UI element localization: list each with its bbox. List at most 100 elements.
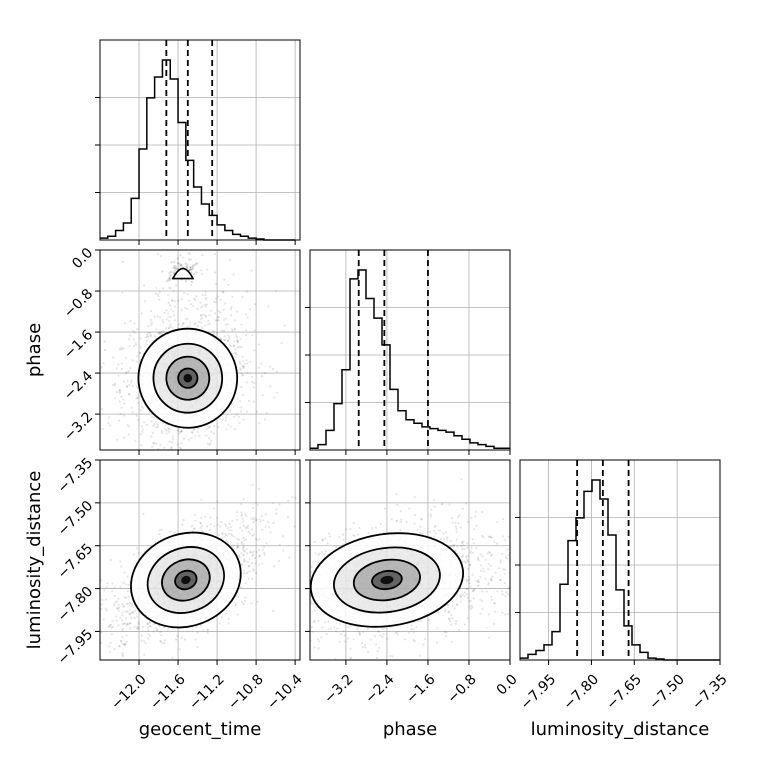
sample-point <box>137 626 140 629</box>
sample-point <box>111 620 114 623</box>
sample-point <box>238 421 241 425</box>
sample-point <box>168 277 171 280</box>
sample-point <box>502 567 505 571</box>
sample-point <box>150 420 153 423</box>
sample-point <box>153 423 156 426</box>
sample-point <box>229 409 232 412</box>
sample-point <box>165 429 168 432</box>
sample-point <box>446 603 449 606</box>
sample-point <box>469 599 472 602</box>
sample-point <box>123 402 126 405</box>
sample-point <box>237 538 240 541</box>
sample-point <box>134 343 138 346</box>
sample-point <box>461 540 464 543</box>
sample-point <box>220 338 223 341</box>
sample-point <box>129 608 132 611</box>
sample-point <box>126 575 129 578</box>
sample-point <box>127 433 130 436</box>
sample-point <box>207 319 210 323</box>
sample-point <box>469 549 472 553</box>
sample-point <box>459 593 462 597</box>
contour-line <box>177 367 199 389</box>
sample-point <box>238 555 241 559</box>
sample-point <box>349 527 352 531</box>
sample-point <box>225 539 228 542</box>
sample-point <box>117 603 120 607</box>
sample-point <box>410 624 413 627</box>
sample-point <box>328 535 331 538</box>
sample-point <box>120 565 123 568</box>
sample-point <box>321 626 324 629</box>
sample-point <box>248 557 251 560</box>
sample-point <box>452 544 455 547</box>
sample-point <box>172 271 175 274</box>
sample-point <box>371 527 374 530</box>
sample-point <box>196 307 199 311</box>
sample-point <box>142 284 146 287</box>
sample-point <box>313 609 317 612</box>
sample-point <box>115 619 118 622</box>
sample-point <box>127 583 130 586</box>
sample-point <box>205 268 209 271</box>
sample-point <box>202 313 205 316</box>
sample-point <box>258 555 261 558</box>
sample-point <box>193 513 196 516</box>
sample-point <box>487 535 491 538</box>
sample-point <box>243 558 246 561</box>
sample-point <box>142 421 146 424</box>
sample-point <box>241 365 244 368</box>
sample-point <box>158 332 161 335</box>
sample-point <box>231 295 234 298</box>
sample-point <box>213 300 216 303</box>
sample-point <box>463 547 466 550</box>
sample-point <box>236 613 239 616</box>
sample-point <box>466 542 469 545</box>
sample-point <box>241 554 245 557</box>
sample-point <box>326 542 329 545</box>
sample-point <box>220 520 223 524</box>
contour-line <box>165 355 211 401</box>
sample-point <box>149 319 153 322</box>
sample-point <box>507 592 510 595</box>
sample-point <box>193 297 196 300</box>
sample-point <box>209 516 212 519</box>
sample-point <box>272 521 275 524</box>
sample-point <box>241 547 244 551</box>
sample-point <box>474 510 478 514</box>
sample-point <box>374 526 377 529</box>
sample-point <box>246 561 250 564</box>
sample-point <box>154 426 158 429</box>
sample-point <box>172 314 176 317</box>
sample-point <box>242 539 246 542</box>
sample-point <box>145 343 148 346</box>
sample-point <box>352 521 355 525</box>
sample-point <box>336 627 339 630</box>
sample-point <box>159 640 163 643</box>
sample-point <box>286 515 290 519</box>
sample-point <box>200 321 203 324</box>
sample-point <box>229 314 233 317</box>
sample-point <box>194 262 198 266</box>
sample-point <box>118 389 122 392</box>
sample-point <box>149 625 152 628</box>
sample-point <box>161 642 164 645</box>
sample-point <box>252 533 256 536</box>
sample-point <box>147 629 150 632</box>
sample-point <box>239 362 242 365</box>
sample-point <box>117 363 120 366</box>
sample-point <box>159 443 162 446</box>
sample-point <box>485 590 489 593</box>
sample-point <box>121 611 124 614</box>
sample-point <box>252 553 255 557</box>
sample-point <box>479 575 482 579</box>
sample-point <box>310 625 314 629</box>
sample-point <box>147 331 150 335</box>
sample-point <box>109 641 112 644</box>
sample-point <box>168 286 171 289</box>
sample-point <box>466 554 469 557</box>
sample-point <box>192 428 195 431</box>
sample-point <box>246 526 249 530</box>
sample-point <box>120 629 124 632</box>
sample-point <box>146 622 149 626</box>
sample-point <box>129 319 132 323</box>
